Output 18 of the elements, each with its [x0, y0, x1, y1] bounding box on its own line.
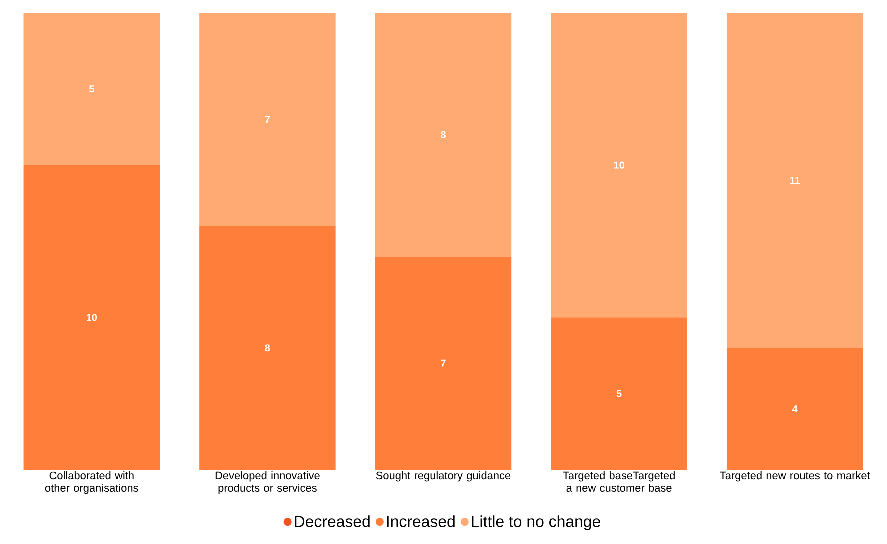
data-label: 5 [616, 390, 622, 398]
data-label: 10 [86, 314, 98, 322]
data-label: 7 [441, 360, 446, 367]
x-tick-label: Targeted new routes to market [720, 472, 870, 482]
legend-label: Increased [387, 516, 455, 528]
legend-label: Little to no change [472, 516, 600, 530]
x-tick-label: Collaborated with other organisations [45, 472, 138, 494]
data-label: 10 [614, 162, 624, 169]
legend-label: Decreased [295, 516, 370, 528]
data-label: 8 [265, 344, 270, 352]
data-label: 5 [89, 86, 94, 93]
x-tick-label: Developed innovative products or services [216, 472, 320, 494]
data-label: 8 [441, 131, 446, 138]
data-label: 11 [790, 177, 800, 184]
data-label: 4 [792, 406, 798, 412]
x-tick-label: Sought regulatory guidance [376, 472, 511, 482]
x-tick-label: Targeted baseTargeted a new customer base [563, 472, 675, 492]
data-label: 7 [265, 116, 270, 124]
